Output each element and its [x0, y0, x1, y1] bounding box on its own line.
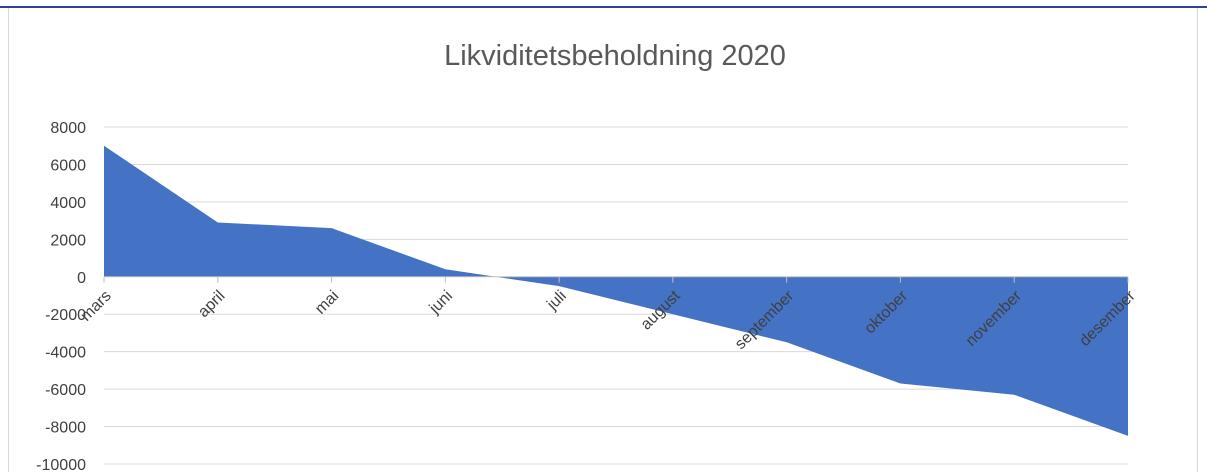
chart-frame: [8, 8, 1198, 472]
y-tick-label: -6000: [45, 382, 86, 399]
top-border: [0, 6, 1207, 8]
y-tick-label: 0: [77, 270, 86, 287]
y-tick-labels: 8000 6000 4000 2000 0 -2000 -4000 -6000 -8000 -10…: [36, 120, 86, 474]
x-axis: [103, 276, 1129, 283]
y-tick-label: 2000: [50, 232, 86, 249]
y-tick-label: -10000: [36, 457, 86, 474]
y-tick-label: 6000: [50, 157, 86, 174]
area-fill: [104, 145, 1128, 436]
y-tick-label: -2000: [45, 307, 86, 324]
area-series: [104, 145, 1128, 436]
chart-title: Likviditetsbeholdning 2020: [444, 40, 786, 72]
y-tick-label: 8000: [50, 120, 86, 137]
x-tick-label: mars: [78, 288, 115, 325]
x-tick-label: juli: [543, 288, 570, 315]
x-tick-label: juni: [426, 288, 456, 318]
x-tick-label: april: [195, 288, 228, 321]
y-tick-label: -8000: [45, 420, 86, 437]
y-tick-label: -4000: [45, 345, 86, 362]
x-tick-label: mai: [312, 288, 342, 318]
y-tick-label: 4000: [50, 195, 86, 212]
